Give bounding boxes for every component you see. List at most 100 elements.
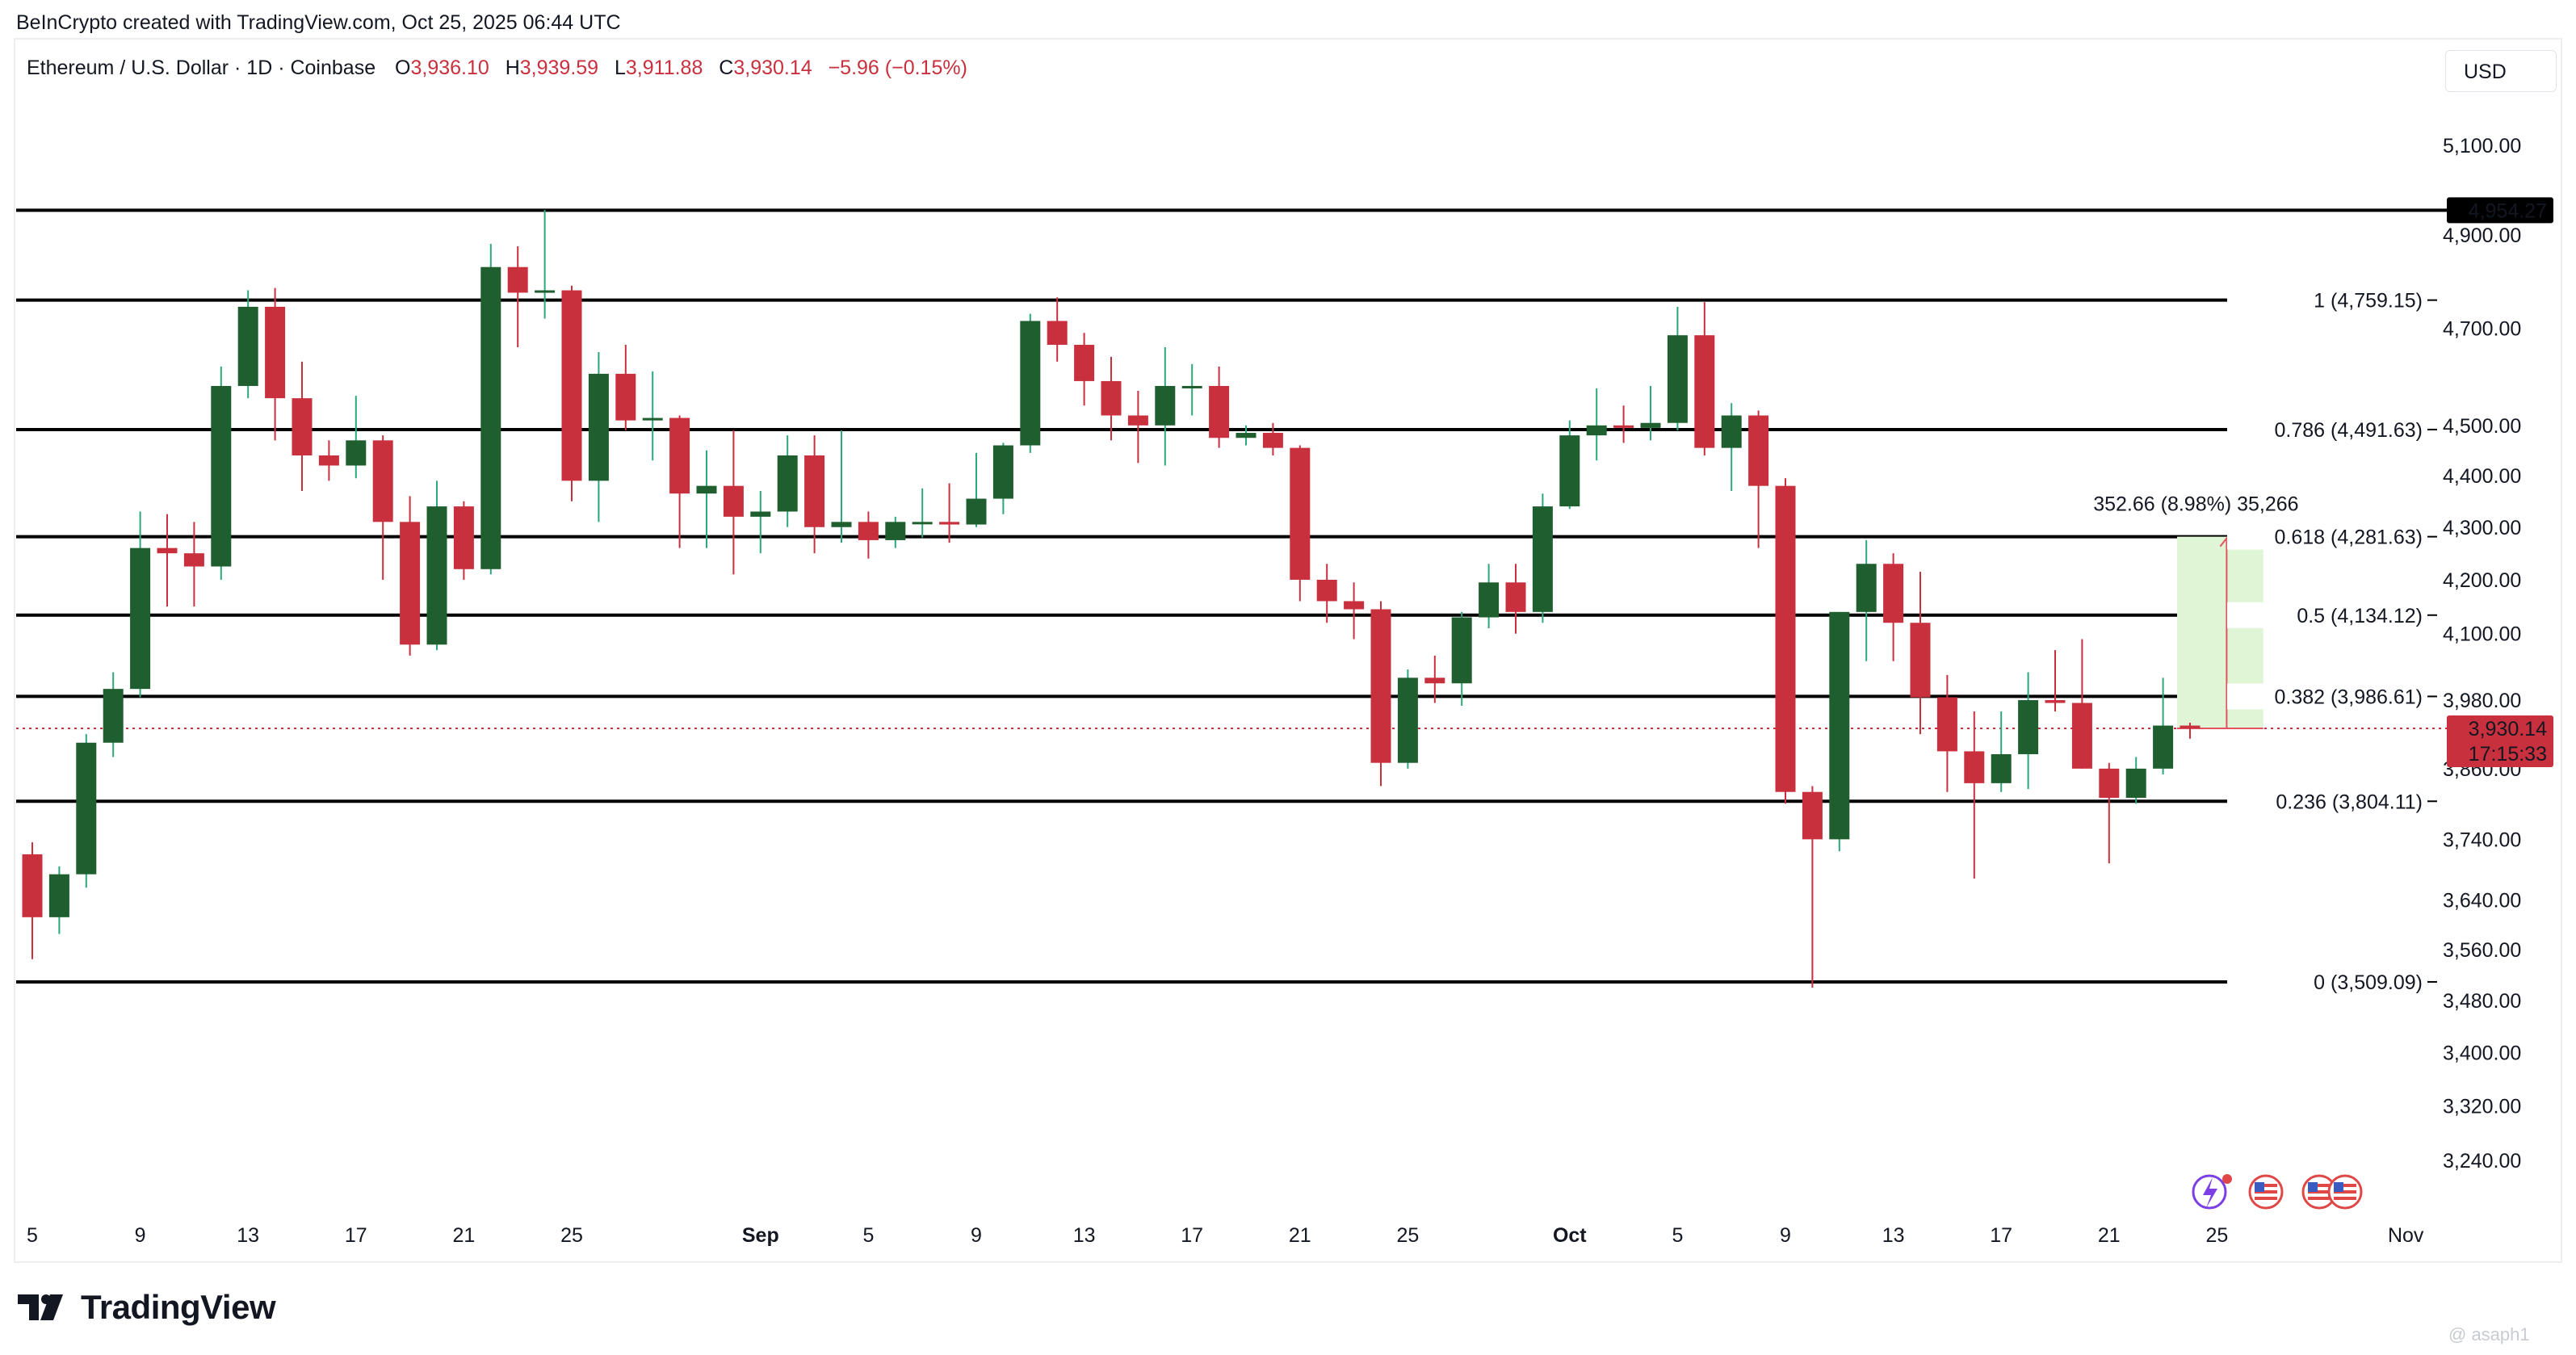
candle-up <box>1236 433 1257 438</box>
high-label: H <box>505 57 520 79</box>
candle-down <box>804 455 825 527</box>
candle-up <box>211 385 232 567</box>
candle-down <box>1344 601 1365 610</box>
currency-button[interactable]: USD <box>2445 50 2557 92</box>
candle-down <box>2099 768 2120 798</box>
time-tick-label: 5 <box>27 1224 38 1247</box>
candle-up <box>1155 385 1176 426</box>
tradingview-logo[interactable]: TradingView <box>18 1287 276 1328</box>
fib-label: 0.236 (3,804.11) <box>2276 791 2423 813</box>
fib-label-bg <box>2227 287 2424 313</box>
last-price-tag <box>2447 715 2553 767</box>
price-tick-label: 3,640.00 <box>2443 889 2521 912</box>
time-tick-label: Oct <box>1553 1224 1587 1247</box>
candle-up <box>1829 611 1850 840</box>
event-icons[interactable] <box>2192 1174 2363 1210</box>
measure-label: 352.66 (8.98%) 35,266 <box>2093 493 2298 516</box>
time-tick-label: 25 <box>1396 1224 1419 1247</box>
price-tags: 4,954.27 3,930.14 17:15:33 <box>2447 197 2553 767</box>
candle-down <box>1694 335 1715 448</box>
candle-down <box>265 306 286 399</box>
low-label: L <box>615 57 626 79</box>
candle-up <box>588 373 609 481</box>
price-tick-label: 3,740.00 <box>2443 829 2521 851</box>
candle-down <box>400 522 421 645</box>
candle-up <box>426 506 447 645</box>
horizontal-lines <box>16 208 2455 984</box>
time-tick-label: Sep <box>742 1224 779 1247</box>
time-tick-label: 21 <box>2098 1224 2121 1247</box>
countdown-label: 17:15:33 <box>2469 743 2547 766</box>
candle-up <box>1397 678 1418 763</box>
price-tick-label: 3,320.00 <box>2443 1095 2521 1118</box>
candle-up <box>1451 617 1472 684</box>
fib-label-bg <box>2227 683 2424 710</box>
candle-down <box>1047 321 1068 346</box>
time-tick-label: Nov <box>2388 1224 2424 1247</box>
ohlc-legend: Ethereum / U.S. Dollar · 1D · Coinbase O… <box>27 57 967 80</box>
candle-down <box>1613 425 1634 428</box>
candle-down <box>1262 433 1283 448</box>
candle-down <box>561 290 582 481</box>
candle-down <box>1802 791 1823 840</box>
candle-down <box>939 522 960 525</box>
candle-down <box>1074 345 1095 381</box>
fib-label: 1 (4,759.15) <box>2314 290 2423 313</box>
time-tick-label: 17 <box>345 1224 367 1247</box>
fib-label-bg <box>2227 416 2424 443</box>
price-tick-label: 4,100.00 <box>2443 623 2521 646</box>
time-axis[interactable]: 5 9 13 17 21 25 Sep 5 9 13 17 21 25 Oct 5 9 13 17 21 25 Nov <box>27 1224 2424 1247</box>
candle-up <box>912 522 933 525</box>
candle-down <box>2180 725 2201 729</box>
price-tick-label: 3,560.00 <box>2443 939 2521 962</box>
watermark: @ asaph1 <box>2448 1324 2530 1345</box>
candle-up <box>1721 415 1742 448</box>
tradingview-logo-icon <box>18 1294 63 1320</box>
symbol-title[interactable]: Ethereum / U.S. Dollar · 1D · Coinbase <box>27 57 376 79</box>
candle-up <box>1667 335 1688 423</box>
candle-up <box>1559 435 1580 507</box>
candle-down <box>22 854 43 917</box>
candle-up <box>1640 422 1661 428</box>
tradingview-logo-text: TradingView <box>81 1288 276 1326</box>
price-axis[interactable]: 5,100.00 4,900.00 4,700.00 4,500.00 4,400.00… <box>2443 135 2521 1173</box>
candle-up <box>1991 753 2012 783</box>
open-value: 3,936.10 <box>410 57 489 79</box>
candle-down <box>1370 609 1391 763</box>
us-flag-icon[interactable] <box>2248 1174 2284 1210</box>
time-tick-label: 21 <box>1289 1224 1311 1247</box>
price-tick-label: 4,900.00 <box>2443 224 2521 247</box>
candle-down <box>1910 623 1931 698</box>
price-tick-label: 3,240.00 <box>2443 1150 2521 1173</box>
time-tick-label: 9 <box>971 1224 982 1247</box>
candle-down <box>292 398 313 455</box>
candle-up <box>76 742 97 875</box>
candle-up <box>1532 506 1553 612</box>
candle-up <box>1479 582 1500 618</box>
candle-up <box>2018 700 2039 754</box>
candle-up <box>346 440 367 466</box>
candle-down <box>1209 385 1230 438</box>
candles <box>22 209 2201 988</box>
us-flag-icon[interactable] <box>2327 1174 2363 1210</box>
candle-down <box>1936 697 1957 752</box>
candle-up <box>885 522 906 540</box>
time-tick-label: 17 <box>1990 1224 2012 1247</box>
candle-down <box>157 547 178 554</box>
lightning-event-icon[interactable] <box>2192 1174 2232 1210</box>
candle-down <box>2071 703 2092 769</box>
fib-labels: 1 (4,759.15) 0.786 (4,491.63) 0.618 (4,281… <box>2227 287 2424 995</box>
fib-label-bg <box>2227 602 2424 628</box>
candle-down <box>723 485 744 517</box>
candle-up <box>831 522 852 527</box>
chart-header: BeInCrypto created with TradingView.com,… <box>0 0 2576 79</box>
top-price-tag <box>2447 197 2553 224</box>
price-tick-label: 3,480.00 <box>2443 990 2521 1013</box>
candle-up <box>2153 725 2174 769</box>
time-tick-label: 25 <box>2205 1224 2228 1247</box>
candle-down <box>318 455 339 466</box>
time-tick-label: 13 <box>1882 1224 1905 1247</box>
time-tick-label: 9 <box>135 1224 146 1247</box>
top-price-tag-label: 4,954.27 <box>2469 199 2547 222</box>
